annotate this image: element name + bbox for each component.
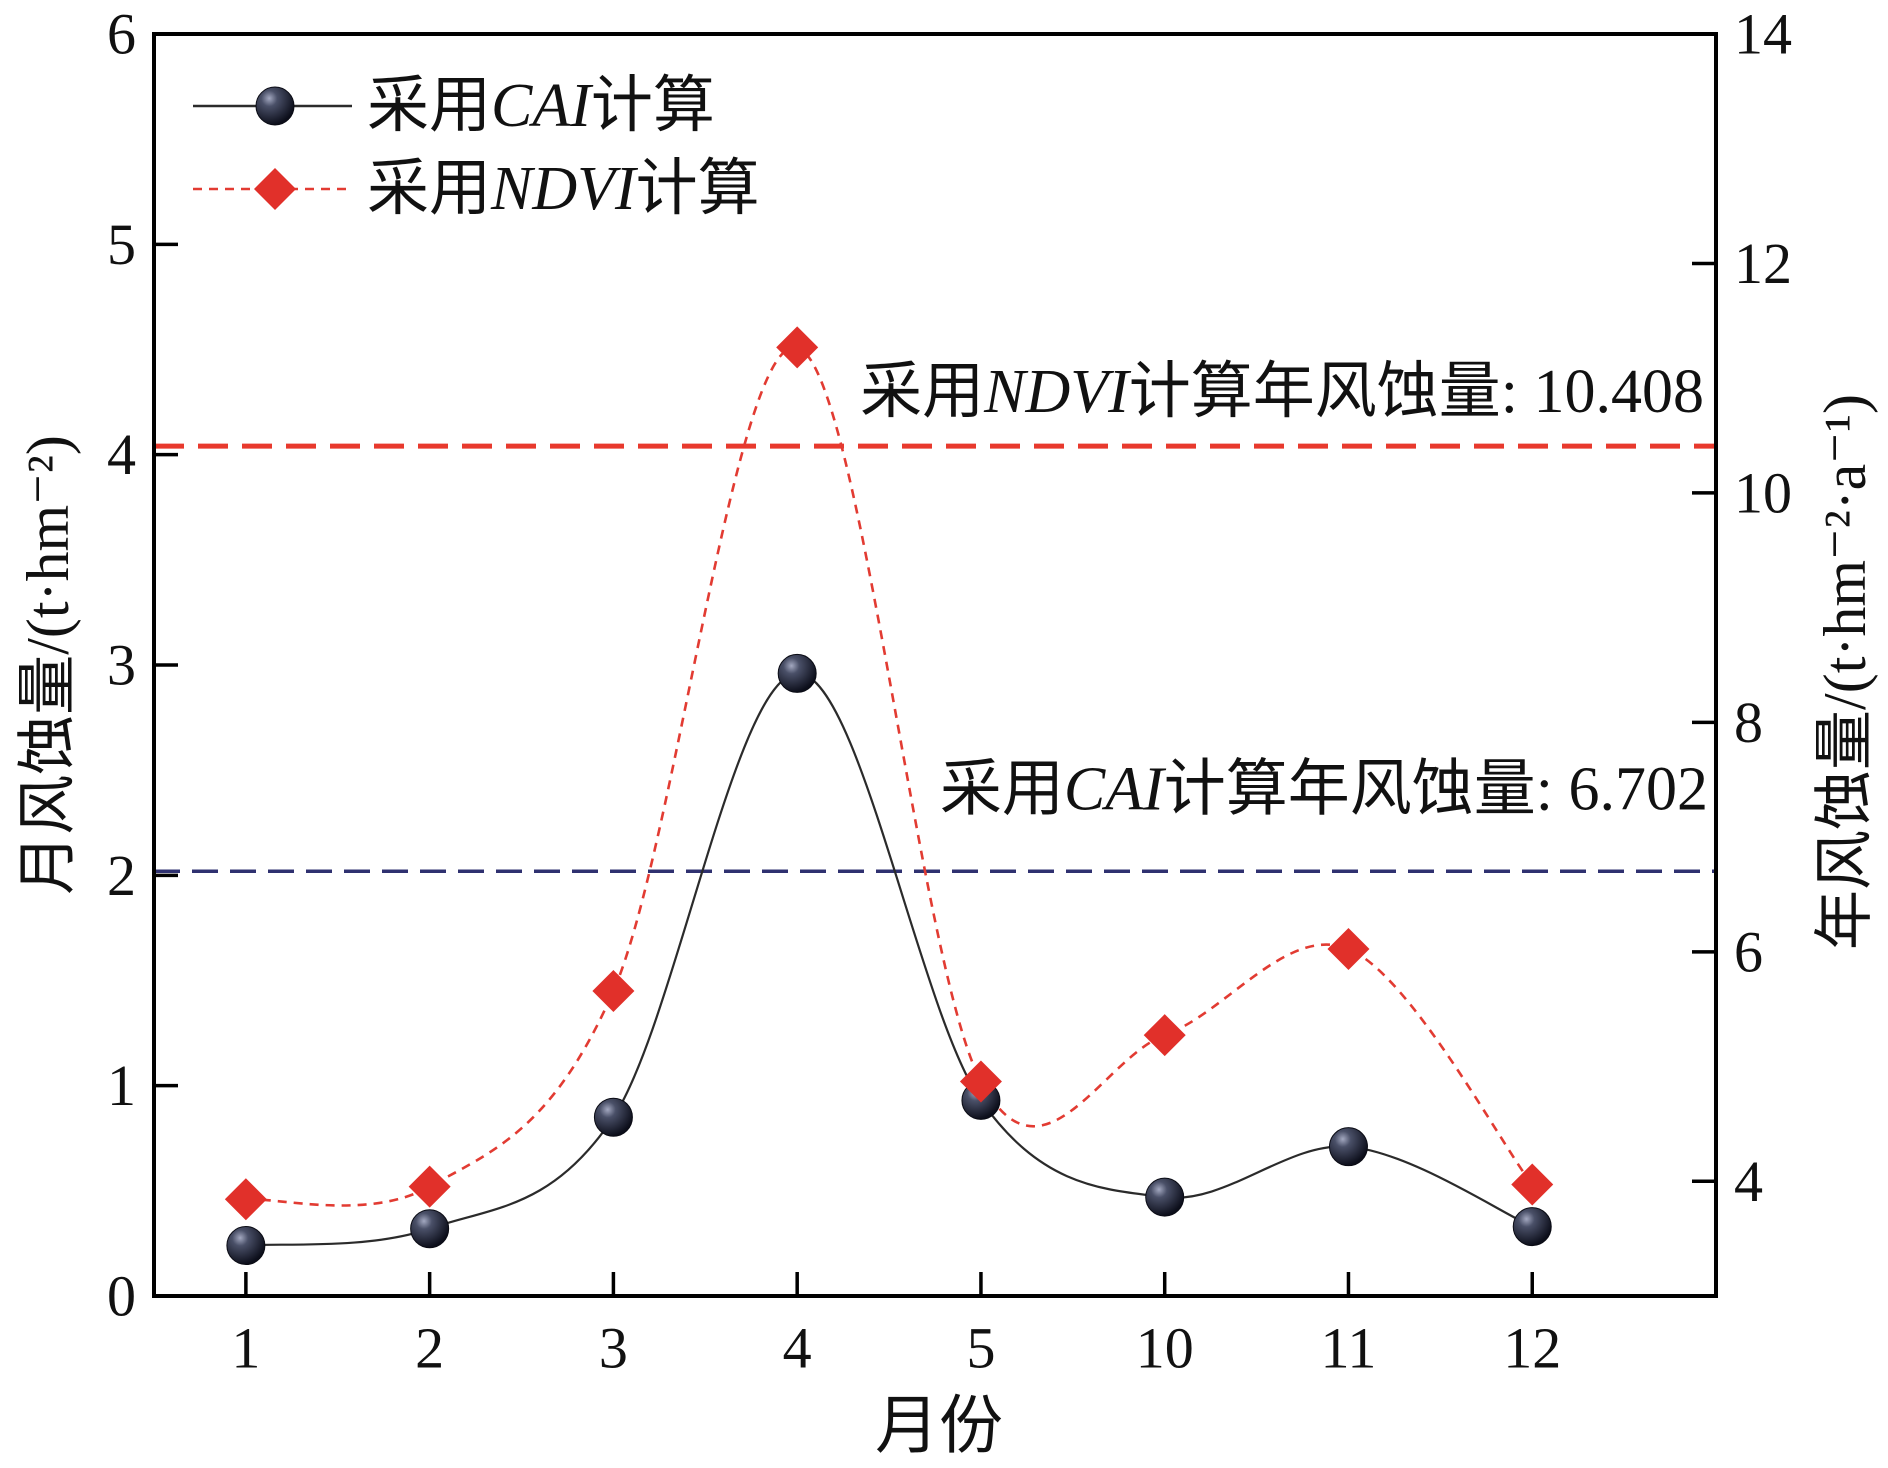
series — [224, 326, 1554, 1266]
y-tick-label: 1 — [107, 1053, 136, 1118]
y2-tick-label: 10 — [1734, 460, 1792, 525]
ndvi-point-3 — [592, 970, 635, 1013]
x-tick-label: 10 — [1136, 1316, 1194, 1381]
cai-series-line — [245, 672, 1533, 1247]
ndvi-point-1 — [224, 1178, 267, 1221]
legend-marker-cai — [255, 86, 295, 126]
y2-tick-label: 6 — [1734, 919, 1763, 984]
y-axis-label: 月风蚀量/(t·hm⁻²) — [15, 435, 81, 895]
reference-line-label: 采用NDVI计算年风蚀量: 10.408 — [860, 358, 1704, 426]
y2-axis-label: 年风蚀量/(t·hm⁻²·a⁻¹) — [1812, 394, 1878, 950]
ndvi-point-10 — [1143, 1014, 1186, 1057]
legend-label-ndvi: 采用NDVI计算 — [367, 155, 760, 223]
y-tick-label: 5 — [107, 212, 136, 277]
cai-point-1 — [226, 1226, 266, 1266]
legend-marker-ndvi — [254, 168, 296, 210]
reference-lines: 采用NDVI计算年风蚀量: 10.408 采用CAI计算年风蚀量: 6.702 — [154, 358, 1716, 874]
y-tick-label: 2 — [107, 843, 136, 908]
x-axis-label: 月份 — [875, 1391, 1003, 1462]
x-tick-label: 1 — [231, 1316, 260, 1381]
ndvi-point-4 — [776, 326, 819, 369]
cai-point-4 — [777, 653, 817, 693]
x-tick-label: 5 — [966, 1316, 995, 1381]
y2-tick-label: 12 — [1734, 231, 1792, 296]
x-tick-label: 4 — [783, 1316, 812, 1381]
x-tick-label: 12 — [1503, 1316, 1561, 1381]
x-tick-label: 11 — [1321, 1316, 1377, 1381]
cai-point-10 — [1145, 1177, 1185, 1217]
y-tick-label: 3 — [107, 633, 136, 698]
ndvi-point-5 — [959, 1060, 1002, 1103]
y2-tick-label: 4 — [1734, 1149, 1763, 1214]
cai-point-11 — [1328, 1127, 1368, 1167]
y-tick-label: 6 — [107, 2, 136, 67]
ndvi-point-12 — [1511, 1163, 1554, 1206]
cai-point-2 — [410, 1209, 450, 1249]
ndvi-series-line — [245, 346, 1534, 1207]
cai-point-3 — [593, 1097, 633, 1137]
reference-line-label: 采用CAI计算年风蚀量: 6.702 — [940, 755, 1708, 823]
y2-tick-label: 14 — [1734, 2, 1792, 67]
ndvi-point-11 — [1327, 927, 1370, 970]
y2-tick-label: 8 — [1734, 690, 1763, 755]
cai-point-12 — [1512, 1207, 1552, 1247]
y-tick-label: 4 — [107, 422, 136, 487]
legend-label-cai: 采用CAI计算 — [367, 72, 715, 140]
x-tick-label: 3 — [599, 1316, 628, 1381]
y-tick-label: 0 — [107, 1264, 136, 1329]
x-tick-label: 2 — [415, 1316, 444, 1381]
ndvi-point-2 — [408, 1165, 451, 1208]
